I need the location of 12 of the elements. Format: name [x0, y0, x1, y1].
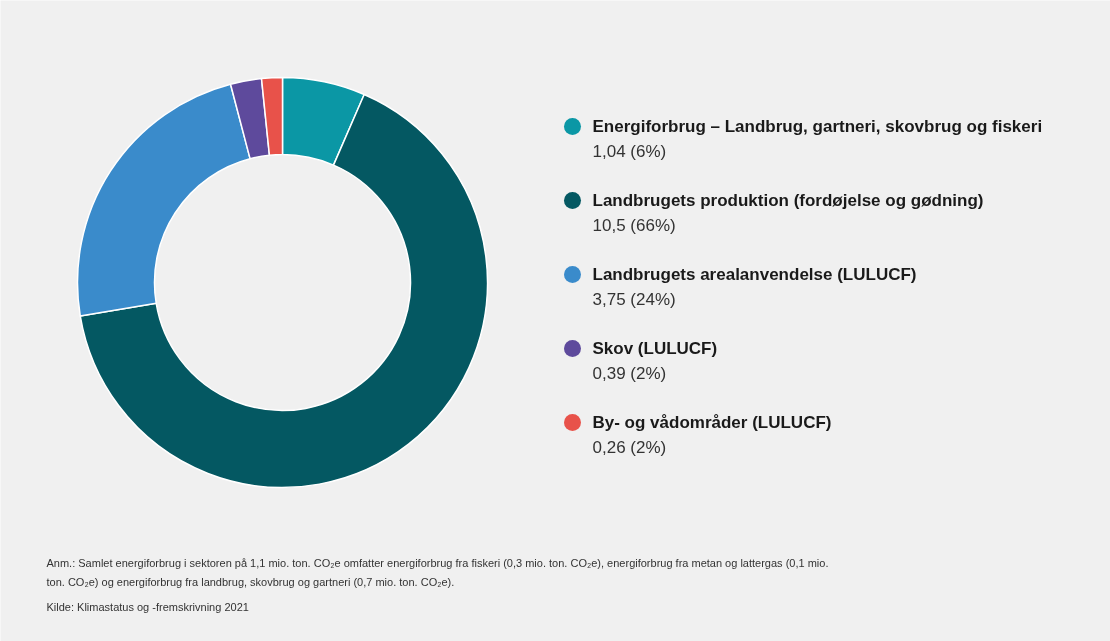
data-label: 10,5 (66%) [592, 216, 676, 235]
text: Anm.: Samlet energiforbrug i sektoren på 1,1 mio. ton. CO₂e omfatter energiforbrug fra fiskeri (0,3 mio. ton. CO₂e), energiforbrug fra metan og lattergas (0,1 mio. ton. CO₂e) og energiforbrug fra landbrug, skovbrug og gartneri (0,7 mio. ton. CO₂e). [46, 556, 829, 588]
data-label: 0,26 (2%) [592, 438, 667, 457]
legend-label: Energiforbrug – Landbrug, gartneri, skovbrug og fiskeri [592, 117, 1043, 136]
data-label: 1,04 (6%) [592, 142, 667, 161]
text: Kilde: Klimastatus og -fremskrivning 2021 [46, 600, 249, 613]
legend-label: By- og vådområder (LULUCF) [592, 413, 832, 432]
data-label: 0,39 (2%) [592, 364, 667, 383]
legend-label: Landbrugets produktion (fordøjelse og gødning) [592, 191, 984, 210]
legend-label: Landbrugets arealanvendelse (LULUCF) [592, 265, 917, 284]
data-label: 3,75 (24%) [592, 290, 676, 309]
legend-label: Skov (LULUCF) [592, 339, 718, 358]
